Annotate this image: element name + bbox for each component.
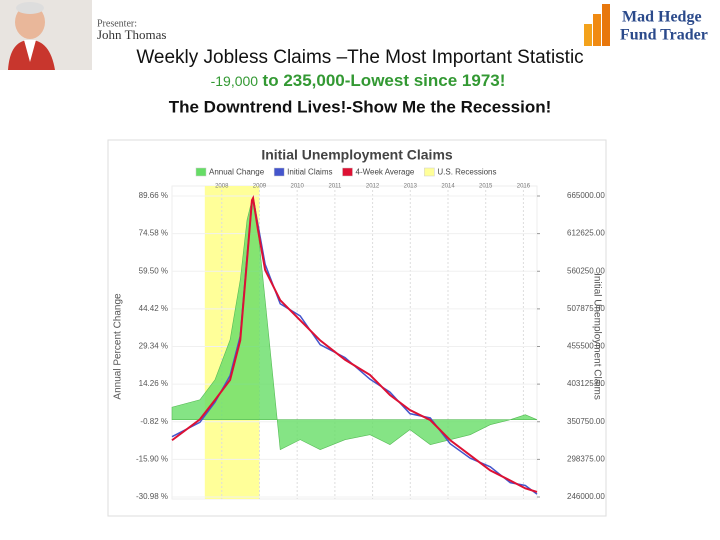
x-tick-label: 2011 (328, 184, 342, 190)
area (171, 199, 538, 451)
y2-tick-label: 507875.00 (567, 304, 605, 313)
x-tick-label: 2016 (517, 184, 531, 190)
slide-title: Weekly Jobless Claims –The Most Importan… (136, 47, 583, 68)
chart-title: Initial Unemployment Claims (261, 147, 453, 163)
x-tick-label: 2013 (404, 184, 418, 190)
y-tick-label: -30.98 % (136, 492, 168, 501)
y-tick-label: 59.50 % (139, 266, 168, 275)
legend-label: U.S. Recessions (437, 168, 496, 177)
y2-tick-label: 403125.00 (567, 379, 605, 388)
logo-icon (584, 4, 610, 46)
presenter-name: John Thomas (97, 27, 166, 42)
y2-tick-label: 350750.00 (567, 417, 605, 426)
x-tick-label: 2015 (479, 184, 493, 190)
line (171, 195, 538, 493)
legend-swatch (342, 167, 353, 177)
subtitle-part: -19,000 (211, 73, 259, 89)
legend-swatch (273, 167, 285, 177)
logo-text: Fund Trader (620, 27, 708, 44)
presenter-label: Presenter: (97, 18, 137, 29)
x-tick-label: 2010 (291, 184, 305, 190)
y-tick-label: 89.66 % (139, 191, 168, 200)
y2-tick-label: 455500.00 (567, 342, 605, 351)
x-tick-label: 2012 (366, 184, 380, 190)
presenter-photo (0, 0, 92, 70)
y-axis-label: Annual Percent Change (113, 293, 124, 400)
y-tick-label: -15.90 % (136, 454, 168, 463)
y2-tick-label: 612625.00 (567, 229, 605, 238)
legend-label: 4-Week Average (356, 168, 415, 177)
legend-swatch (195, 167, 207, 177)
legend-label: Annual Change (209, 168, 265, 177)
y2-tick-label: 665000.00 (567, 191, 605, 200)
slide-subtitle: -19,000 to 235,000-Lowest since 1973! (211, 71, 506, 90)
x-tick-label: 2008 (215, 184, 229, 190)
y2-axis-label: Initial Unemployment Claims (591, 273, 602, 400)
y-tick-label: 74.58 % (139, 229, 168, 238)
y-tick-label: -0.82 % (140, 417, 168, 426)
logo-text: Mad Hedge (622, 9, 702, 26)
slide-subtitle: The Downtrend Lives!-Show Me the Recessi… (169, 97, 552, 116)
subtitle-part: to 235,000-Lowest since 1973! (263, 71, 506, 90)
x-tick-label: 2014 (441, 184, 455, 190)
y2-tick-label: 298375.00 (567, 454, 605, 463)
x-tick-label: 2009 (253, 184, 267, 190)
legend-label: Initial Claims (287, 168, 332, 177)
legend-swatch (424, 167, 435, 177)
y-tick-label: 14.26 % (139, 379, 168, 388)
y-tick-label: 29.34 % (139, 342, 168, 351)
y2-tick-label: 560250.00 (567, 266, 605, 275)
y2-tick-label: 246000.00 (567, 492, 605, 501)
y-tick-label: 44.42 % (139, 304, 168, 313)
